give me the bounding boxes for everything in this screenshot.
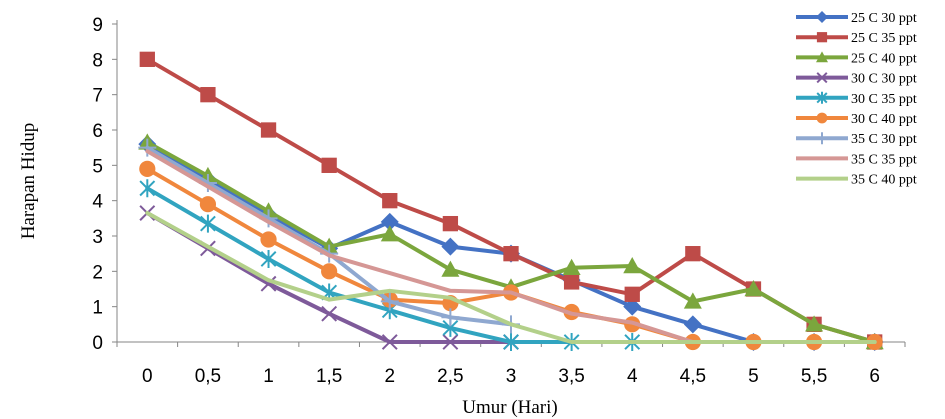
legend-label: 25 C 35 ppt [851, 31, 917, 46]
legend-marker [816, 72, 828, 84]
data-point [260, 122, 277, 138]
data-point [442, 215, 459, 232]
x-tick-label: 5 [748, 366, 759, 387]
data-point [441, 308, 460, 327]
data-point [562, 258, 581, 275]
x-tick-label: 4 [627, 366, 638, 387]
legend-marker [816, 91, 828, 104]
data-point [138, 138, 157, 157]
data-point [683, 315, 702, 334]
x-tick-label: 0,5 [195, 366, 221, 387]
data-point [563, 274, 580, 290]
y-tick-label: 0 [92, 333, 103, 354]
x-tick-label: 1,5 [316, 366, 342, 387]
data-point [139, 179, 156, 198]
data-point [683, 292, 702, 309]
x-tick-label: 3 [506, 366, 517, 387]
data-point [200, 87, 216, 103]
y-tick-label: 2 [92, 262, 103, 283]
data-point [260, 249, 277, 268]
data-point [685, 246, 701, 262]
y-axis-ticks: 0 1 2 3 4 5 6 7 8 9 [92, 15, 117, 354]
legend: 25 C 30 ppt 25 C 35 ppt 25 C 40 ppt 30 C 30… [796, 11, 917, 188]
data-point [805, 315, 824, 332]
legend-item: 35 C 30 ppt [796, 132, 917, 147]
y-tick-label: 8 [92, 50, 103, 71]
plot-area: 0 1 2 3 4 5 6 7 8 9 0 0,5 1 1,5 2 2,5 3 3,5 4 4,5 5 5,5 6 [92, 15, 906, 387]
data-point [380, 212, 399, 231]
legend-item: 25 C 40 ppt [796, 51, 917, 66]
legend-item: 35 C 35 ppt [796, 152, 917, 167]
legend-marker [816, 132, 828, 145]
y-axis-title: Harapan Hidup [18, 123, 39, 240]
legend-label: 35 C 30 ppt [851, 132, 917, 147]
x-axis-ticks: 0 0,5 1 1,5 2 2,5 3 3,5 4 4,5 5 5,5 6 [116, 342, 906, 387]
legend-item: 25 C 35 ppt [796, 31, 917, 46]
x-tick-label: 4,5 [680, 366, 706, 387]
y-tick-label: 7 [92, 86, 103, 107]
legend-label: 35 C 40 ppt [851, 173, 917, 188]
data-point [624, 286, 640, 302]
legend-marker [816, 32, 828, 43]
x-tick-label: 2 [384, 366, 395, 387]
legend-item: 30 C 40 ppt [796, 112, 917, 127]
x-tick-label: 3,5 [558, 366, 584, 387]
legend-label: 25 C 30 ppt [851, 11, 917, 26]
legend-marker [816, 112, 828, 124]
data-point [199, 196, 217, 213]
legend-label: 30 C 40 ppt [851, 112, 917, 127]
y-tick-label: 5 [92, 156, 103, 177]
legend-marker [816, 11, 828, 23]
series-9 [145, 211, 877, 344]
y-tick-label: 4 [92, 192, 103, 213]
data-point [744, 280, 763, 297]
data-point [441, 237, 460, 256]
data-point [321, 305, 338, 322]
data-point [139, 160, 156, 177]
series-group [138, 51, 884, 351]
legend-label: 30 C 35 ppt [851, 92, 917, 107]
data-point [623, 297, 642, 316]
data-point [441, 260, 460, 277]
x-tick-label: 0 [142, 366, 153, 387]
data-point [503, 333, 519, 351]
x-axis-title: Umur (Hari) [462, 397, 558, 418]
legend-label: 35 C 35 ppt [851, 152, 917, 167]
y-tick-label: 1 [92, 298, 103, 319]
data-point [381, 334, 398, 350]
data-point [380, 292, 399, 311]
x-tick-label: 2,5 [437, 366, 463, 387]
legend-label: 30 C 30 ppt [851, 72, 917, 87]
data-point [321, 157, 337, 173]
data-point [380, 225, 399, 242]
y-tick-label: 3 [92, 227, 103, 248]
legend-marker [816, 51, 828, 63]
series-line [145, 142, 877, 344]
y-tick-label: 6 [92, 121, 103, 142]
data-point [382, 193, 398, 209]
data-point [623, 257, 642, 274]
legend-item: 30 C 35 ppt [796, 91, 917, 107]
series-line [145, 211, 877, 344]
legend-item: 25 C 30 ppt [796, 11, 917, 26]
legend-label: 25 C 40 ppt [851, 51, 917, 66]
data-point [321, 263, 338, 280]
data-point [200, 214, 216, 233]
data-point [503, 246, 519, 262]
data-point [260, 231, 277, 248]
x-tick-label: 1 [263, 366, 274, 387]
y-tick-label: 9 [92, 15, 103, 36]
x-tick-label: 6 [869, 366, 880, 387]
legend-item: 30 C 30 ppt [796, 72, 917, 87]
x-tick-label: 5,5 [801, 366, 827, 387]
series-line [145, 140, 877, 344]
data-point [442, 334, 459, 350]
legend-item: 35 C 40 ppt [796, 173, 917, 188]
data-point [139, 51, 155, 67]
